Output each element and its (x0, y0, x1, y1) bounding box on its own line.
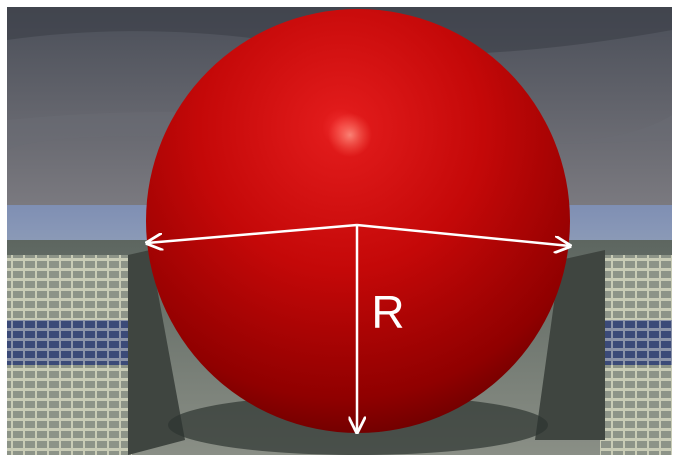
photo (7, 7, 672, 455)
radius-label: R (371, 286, 404, 338)
